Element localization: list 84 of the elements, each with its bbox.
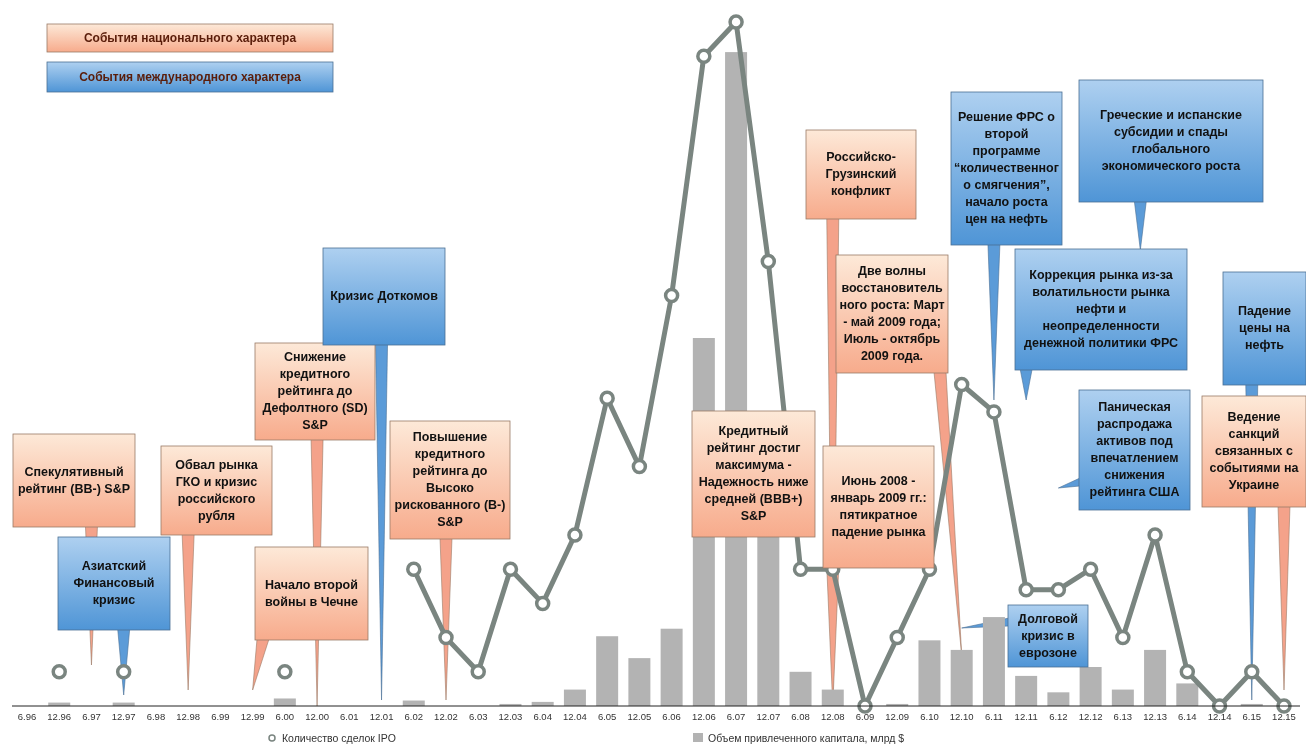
point <box>760 253 777 270</box>
x-tick-label: 6.10 <box>920 711 939 722</box>
point <box>631 458 648 475</box>
bar <box>1015 675 1038 706</box>
x-tick-label: 12.13 <box>1143 711 1167 722</box>
x-tick-label: 12.11 <box>1014 711 1038 722</box>
x-tick-label: 6.00 <box>275 711 295 722</box>
x-tick-label: 12.10 <box>949 711 974 722</box>
x-tick-label: 12.96 <box>47 711 72 722</box>
point <box>51 664 67 680</box>
bar <box>789 671 812 706</box>
x-tick-label: 6.07 <box>726 711 746 722</box>
point <box>986 404 1002 420</box>
x-tick-label: 6.96 <box>17 711 37 722</box>
point <box>599 390 615 406</box>
x-tick-label: 12.97 <box>111 711 136 722</box>
x-tick-label: 6.99 <box>211 711 230 722</box>
bar <box>918 640 941 706</box>
x-tick-label: 12.15 <box>1272 711 1296 722</box>
point <box>663 287 680 304</box>
point <box>1050 581 1067 598</box>
x-tick-label: 12.02 <box>434 711 458 722</box>
point <box>502 561 519 577</box>
x-tick-label: 12.07 <box>756 711 781 722</box>
bar <box>1111 689 1134 706</box>
point <box>1147 527 1163 543</box>
x-tick-label: 12.05 <box>627 711 652 722</box>
bar <box>1079 667 1102 706</box>
x-tick-label: 12.01 <box>369 711 394 722</box>
point <box>1244 664 1260 680</box>
x-tick-label: 6.12 <box>1049 711 1068 722</box>
bar <box>660 628 683 706</box>
x-tick-label: 6.05 <box>597 711 617 722</box>
point <box>1082 561 1099 577</box>
bar <box>1176 683 1199 706</box>
point <box>567 527 583 543</box>
x-tick-label: 6.14 <box>1178 711 1197 722</box>
point <box>696 48 712 64</box>
x-tick-label: 6.08 <box>791 711 810 722</box>
x-tick-label: 6.97 <box>82 711 101 722</box>
bar <box>821 689 844 706</box>
x-tick-label: 12.12 <box>1078 711 1103 722</box>
bar <box>1047 692 1070 706</box>
x-tick-label: 12.09 <box>885 711 910 722</box>
x-tick-label: 12.08 <box>820 711 845 722</box>
bar <box>273 698 296 706</box>
x-tick-label: 6.01 <box>340 711 359 722</box>
legend-label: Количество сделок IPO <box>282 732 396 744</box>
x-tick-label: 12.06 <box>691 711 716 722</box>
point <box>534 595 551 612</box>
x-tick-label: 6.98 <box>146 711 166 722</box>
point <box>1018 581 1034 598</box>
x-tick-label: 6.03 <box>468 711 488 722</box>
point <box>953 376 970 393</box>
x-tick-label: 6.04 <box>533 711 552 722</box>
x-tick-label: 12.14 <box>1207 711 1232 722</box>
point <box>792 561 809 577</box>
point <box>115 664 132 680</box>
point <box>1179 664 1196 680</box>
legend-label: Объем привлеченного капитала, млрд $ <box>708 732 905 744</box>
point <box>1115 629 1131 646</box>
point <box>406 561 422 577</box>
x-tick-label: 6.09 <box>855 711 875 722</box>
x-tick-label: 6.02 <box>404 711 424 722</box>
x-tick-label: 12.98 <box>176 711 201 722</box>
x-tick-label: 6.13 <box>1113 711 1133 722</box>
x-tick-label: 12.04 <box>563 711 587 722</box>
x-tick-label: 12.03 <box>498 711 523 722</box>
point <box>438 629 454 646</box>
x-tick-label: 6.15 <box>1242 711 1262 722</box>
point <box>889 629 905 646</box>
bar <box>628 658 651 706</box>
point <box>277 664 293 680</box>
point <box>728 14 744 30</box>
point <box>470 664 486 680</box>
x-tick-label: 12.00 <box>305 711 329 722</box>
x-tick-label: 6.11 <box>985 711 1003 722</box>
bar <box>757 535 780 706</box>
x-tick-label: 12.99 <box>240 711 265 722</box>
bar <box>596 636 619 706</box>
bar <box>563 689 586 706</box>
x-tick-label: 6.06 <box>662 711 681 722</box>
bar <box>1144 649 1167 706</box>
bar <box>950 649 973 706</box>
